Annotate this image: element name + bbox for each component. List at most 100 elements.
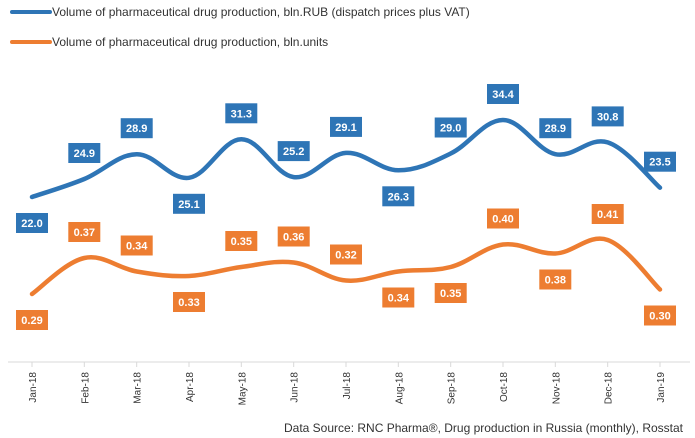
- data-label-0-12: 23.5: [644, 151, 676, 172]
- x-tick-label: Mar-18: [133, 372, 144, 404]
- series-line-1: [29, 236, 663, 297]
- data-label-0-8: 29.0: [434, 117, 467, 138]
- data-label-0-5: 25.2: [277, 141, 310, 162]
- data-label-text: 25.2: [283, 146, 304, 158]
- data-label-text: 29.1: [335, 122, 356, 134]
- data-label-0-2: 28.9: [120, 118, 153, 139]
- data-label-box: [277, 141, 310, 162]
- x-tick-label: Jun-18: [290, 372, 301, 403]
- data-label-text: 0.29: [21, 315, 42, 327]
- legend-label-units: Volume of pharmaceutical drug production…: [52, 35, 328, 49]
- data-label-box: [225, 231, 258, 251]
- data-label-box: [434, 283, 467, 303]
- x-tick-label: Dec-18: [604, 372, 615, 405]
- x-tick-label: Aug-18: [394, 372, 405, 405]
- series-line-0: [29, 117, 663, 200]
- data-label-text: 28.9: [545, 123, 566, 135]
- data-label-box: [591, 204, 624, 224]
- data-label-0-3: 25.1: [173, 193, 205, 214]
- data-label-box: [225, 103, 258, 124]
- data-label-text: 0.41: [597, 209, 618, 221]
- data-label-0-4: 31.3: [225, 103, 258, 124]
- data-label-0-9: 34.4: [487, 84, 519, 104]
- data-label-box: [539, 269, 572, 290]
- x-tick-label: Sep-18: [447, 372, 458, 405]
- data-label-box: [277, 226, 310, 247]
- data-label-box: [487, 84, 519, 104]
- data-label-text: 22.0: [21, 218, 42, 230]
- legend: Volume of pharmaceutical drug production…: [10, 5, 470, 49]
- data-label-1-11: 0.41: [591, 204, 624, 224]
- data-label-0-6: 29.1: [330, 116, 362, 137]
- data-label-box: [644, 305, 676, 326]
- data-label-text: 31.3: [231, 108, 252, 120]
- data-label-1-3: 0.33: [173, 292, 205, 312]
- data-label-text: 28.9: [126, 123, 147, 135]
- data-label-text: 29.0: [440, 123, 461, 135]
- data-label-text: 0.34: [388, 293, 410, 305]
- data-label-0-1: 24.9: [68, 143, 101, 163]
- data-label-text: 34.4: [492, 89, 514, 101]
- data-label-box: [644, 151, 676, 172]
- data-label-1-7: 0.34: [382, 287, 415, 308]
- data-label-box: [68, 143, 101, 163]
- data-label-text: 0.35: [440, 288, 461, 300]
- data-label-0-10: 28.9: [539, 118, 572, 139]
- data-label-box: [173, 193, 205, 214]
- data-label-box: [16, 310, 48, 330]
- data-label-text: 0.37: [74, 227, 95, 239]
- data-label-1-0: 0.29: [16, 310, 48, 330]
- data-label-1-6: 0.32: [330, 244, 362, 265]
- source-note: Data Source: RNC Pharma®, Drug productio…: [284, 421, 684, 435]
- data-label-text: 0.33: [178, 297, 199, 309]
- data-label-text: 0.30: [649, 311, 670, 323]
- data-label-text: 0.38: [545, 275, 566, 287]
- x-tick-label: Jan-18: [28, 372, 39, 403]
- data-label-1-10: 0.38: [539, 269, 572, 290]
- data-label-box: [330, 116, 362, 137]
- data-label-text: 0.36: [283, 232, 304, 244]
- x-tick-label: Feb-18: [80, 372, 91, 404]
- x-tick-label: Jan-19: [656, 372, 667, 403]
- data-label-box: [539, 118, 572, 139]
- x-tick-label: Nov-18: [551, 372, 562, 405]
- data-label-box: [330, 244, 362, 265]
- data-label-box: [173, 292, 205, 312]
- data-label-text: 0.32: [335, 250, 356, 262]
- data-label-box: [591, 106, 624, 127]
- series-group: [29, 117, 663, 297]
- data-label-0-7: 26.3: [382, 186, 415, 207]
- data-label-text: 30.8: [597, 111, 618, 123]
- data-label-box: [382, 186, 415, 207]
- data-label-box: [434, 117, 467, 138]
- legend-label-rub: Volume of pharmaceutical drug production…: [52, 5, 470, 19]
- data-labels: 22.0 24.9 28.9 25.1 31.3 25.2 29.1 26.3 29.0 34.4…: [16, 84, 676, 330]
- data-label-1-12: 0.30: [644, 305, 676, 326]
- data-label-box: [487, 208, 519, 229]
- x-tick-label: Oct-18: [499, 372, 510, 402]
- data-label-box: [120, 235, 153, 256]
- data-label-text: 0.35: [231, 236, 252, 248]
- x-axis-ticks: Jan-18 Feb-18 Mar-18 Apr-18 May-18 Jun-18 Jul-…: [28, 362, 667, 405]
- data-label-box: [16, 213, 48, 233]
- x-tick-label: May-18: [237, 372, 248, 406]
- data-label-1-8: 0.35: [434, 283, 467, 303]
- data-label-box: [120, 118, 153, 139]
- data-label-text: 24.9: [74, 148, 95, 160]
- data-label-1-9: 0.40: [487, 208, 519, 229]
- data-label-0-11: 30.8: [591, 106, 624, 127]
- data-label-box: [68, 222, 101, 242]
- data-label-1-5: 0.36: [277, 226, 310, 247]
- data-label-text: 23.5: [649, 157, 670, 169]
- data-label-text: 26.3: [388, 191, 409, 203]
- data-label-text: 0.40: [492, 214, 513, 226]
- data-label-text: 0.34: [126, 241, 148, 253]
- data-label-1-1: 0.37: [68, 222, 101, 242]
- data-label-1-4: 0.35: [225, 231, 258, 251]
- data-label-1-2: 0.34: [120, 235, 153, 256]
- x-tick-label: Jul-18: [342, 372, 353, 400]
- data-label-text: 25.1: [178, 199, 199, 211]
- data-label-box: [382, 287, 415, 308]
- data-label-0-0: 22.0: [16, 213, 48, 233]
